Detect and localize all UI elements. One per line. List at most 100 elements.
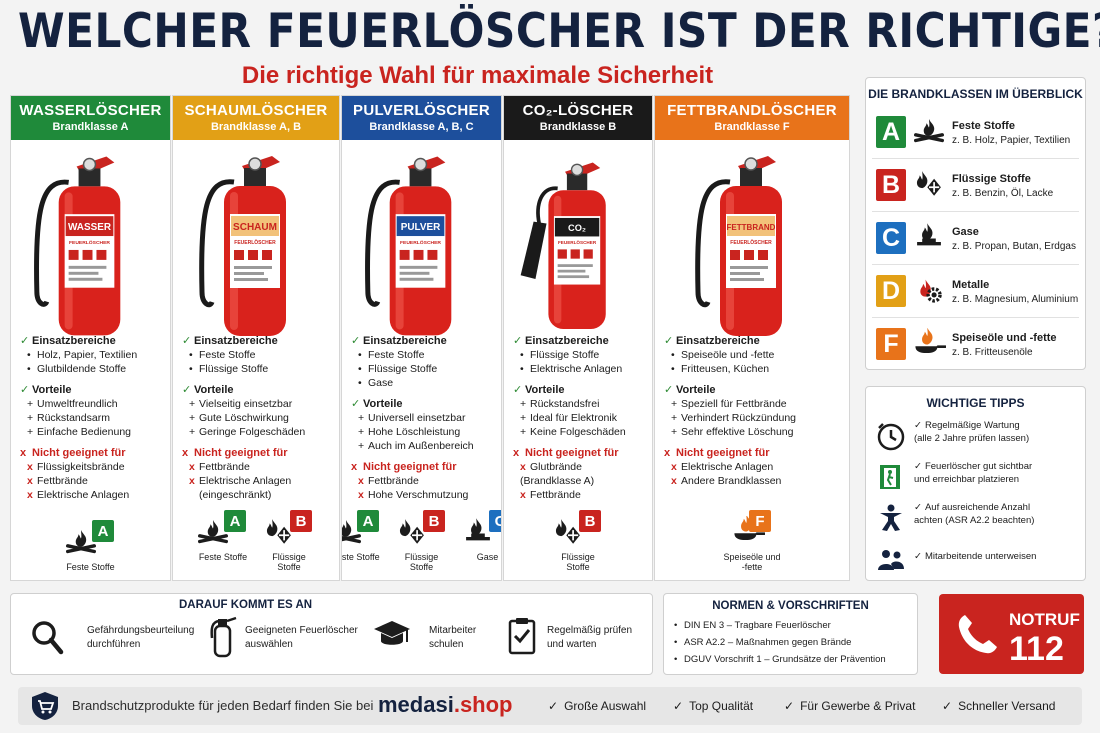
card-body: ✓ Einsatzbereiche • Flüssige Stoffe • Elektr… bbox=[513, 334, 646, 502]
vorteile-item: + Ideal für Elektronik bbox=[520, 412, 617, 424]
card-header: SCHAUMLÖSCHER Brandklasse A, B bbox=[173, 96, 339, 140]
normen-item-2: • ASR A2.2 – Maßnahmen gegen Brände bbox=[674, 637, 852, 648]
vorteile-heading: ✓ Vorteile bbox=[182, 384, 234, 396]
brandklasse-row-c: C Gase z. B. Propan, Butan, Erdgas bbox=[872, 212, 1079, 265]
nicht-item: x Glutbrände (Brandklasse A) bbox=[520, 461, 595, 487]
tipp-line1: Auf ausreichende Anzahl bbox=[924, 502, 1031, 513]
vorteile-item: + Auch im Außenbereich bbox=[358, 440, 474, 452]
svg-text:FEUERLÖSCHER: FEUERLÖSCHER bbox=[234, 239, 276, 246]
card-pulver: PULVERLÖSCHER Brandklasse A, B, C PULVER… bbox=[341, 95, 502, 581]
svg-text:WASSER: WASSER bbox=[68, 222, 111, 233]
svg-text:B: B bbox=[296, 513, 307, 530]
clipboard-check-icon bbox=[508, 618, 536, 655]
vorteile-item: + Umweltfreundlich bbox=[27, 398, 118, 410]
darauf-text-2b: auswählen bbox=[245, 639, 293, 650]
nicht-item: (eingeschränkt) bbox=[199, 489, 272, 501]
card-co2: CO₂-LÖSCHER Brandklasse B CO₂ FEUERLÖSCH… bbox=[503, 95, 653, 581]
darauf-title: DARAUF KOMMT ES AN bbox=[179, 599, 313, 611]
einsatz-heading: ✓ Einsatzbereiche bbox=[664, 335, 760, 347]
einsatz-item: • Feste Stoffe bbox=[189, 349, 256, 361]
tipp-line1: Feuerlöscher gut sichtbar bbox=[924, 461, 1033, 472]
tipp-line1: Mitarbeitende unterweisen bbox=[924, 551, 1037, 562]
darauf-text-3a: Mitarbeiter bbox=[429, 625, 477, 636]
vorteile-item: + Sehr effektive Löschung bbox=[671, 426, 794, 438]
tipp-item: ✓ Mitarbeitende unterweisen bbox=[874, 538, 1079, 582]
fire-liquid-icon bbox=[262, 518, 296, 548]
extinguisher-illustration: SCHAUM FEUERLÖSCHER bbox=[173, 142, 339, 427]
tipp-line2: und erreichbar platzieren bbox=[914, 474, 1020, 485]
card-footer: A Feste Stoffe bbox=[11, 520, 170, 572]
brandklasse-label: Flüssige Stoffe bbox=[404, 552, 439, 572]
card-wasser: WASSERLÖSCHER Brandklasse A WASSER FEUER… bbox=[10, 95, 171, 581]
svg-text:B: B bbox=[428, 513, 439, 530]
vorteile-item: + Verhindert Rückzündung bbox=[671, 412, 796, 424]
brandklasse-letter: F bbox=[749, 510, 771, 536]
brandklasse-letter: A bbox=[876, 116, 906, 148]
brandklasse-label: Feste Stoffe bbox=[341, 552, 380, 562]
svg-text:A: A bbox=[230, 513, 241, 530]
brandklasse-letter: C bbox=[876, 222, 906, 254]
extinguisher-icon bbox=[210, 616, 237, 658]
vorteile-item: + Geringe Folgeschäden bbox=[189, 426, 306, 438]
darauf-text-1b: durchführen bbox=[87, 639, 141, 650]
einsatz-item: • Elektrische Anlagen bbox=[520, 363, 623, 375]
einsatz-heading: ✓ Einsatzbereiche bbox=[351, 335, 447, 347]
brandklasse-a-badge: A Feste Stoffe bbox=[62, 520, 120, 572]
einsatz-heading: ✓ Einsatzbereiche bbox=[182, 335, 278, 347]
magnifier-icon bbox=[32, 621, 64, 655]
footer-text: Brandschutzprodukte für jeden Bedarf fin… bbox=[72, 698, 374, 713]
brandklasse-letter: D bbox=[876, 275, 906, 307]
card-footer: A Feste Stoffe B Flüssige Stoffe C Gase bbox=[342, 510, 501, 572]
brandklasse-letter: A bbox=[224, 510, 246, 536]
brandklasse-letter: B bbox=[422, 510, 445, 536]
brandklasse-b-badge: B Flüssige Stoffe bbox=[260, 510, 318, 572]
nicht-item: x Hohe Verschmutzung bbox=[358, 489, 469, 501]
nicht-geeignet-heading: x Nicht geeignet für bbox=[20, 447, 126, 459]
extinguisher-illustration: WASSER FEUERLÖSCHER bbox=[11, 142, 170, 427]
notruf-number: 112 bbox=[1009, 630, 1064, 668]
brandklasse-a-badge: A Feste Stoffe bbox=[194, 510, 252, 572]
nicht-geeignet-heading: x Nicht geeignet für bbox=[513, 447, 619, 459]
darauf-item-analysis: Gefährdungsbeurteilung durchführen bbox=[29, 618, 209, 668]
card-schaum: SCHAUMLÖSCHER Brandklasse A, B SCHAUM FE… bbox=[172, 95, 340, 581]
extinguisher-illustration: CO₂ FEUERLÖSCHER bbox=[504, 142, 652, 427]
brandklasse-letter: B bbox=[290, 510, 312, 536]
footer-brand[interactable]: medasi.shop bbox=[378, 692, 513, 717]
tipp-item: ✓ Feuerlöscher gut sichtbar und erreichba… bbox=[874, 456, 1079, 500]
einsatz-item: • Flüssige Stoffe bbox=[358, 363, 438, 375]
svg-text:FETTBRAND: FETTBRAND bbox=[727, 223, 776, 232]
svg-text:F: F bbox=[755, 513, 764, 530]
exit-door-icon bbox=[876, 462, 906, 497]
vorteile-heading: ✓ Vorteile bbox=[20, 384, 72, 396]
fire-liquid-icon bbox=[395, 518, 429, 548]
shopping-cart-icon bbox=[32, 692, 58, 720]
vorteile-item: + Speziell für Fettbrände bbox=[671, 398, 787, 410]
card-subtitle: Brandklasse A, B bbox=[210, 121, 302, 133]
brandklasse-b-badge: B Flüssige Stoffe bbox=[393, 510, 451, 572]
fire-pan-icon bbox=[731, 516, 765, 546]
brandklasse-label: Flüssige Stoffe bbox=[272, 552, 306, 572]
normen-item-1: • DIN EN 3 – Tragbare Feuerlöscher bbox=[674, 620, 831, 631]
nicht-item: x Elektrische Anlagen bbox=[27, 489, 130, 501]
svg-text:A: A bbox=[362, 513, 373, 530]
extinguisher-illustration: FETTBRAND FEUERLÖSCHER bbox=[655, 142, 849, 427]
brandklasse-example: z. B. Fritteusenöle bbox=[952, 347, 1033, 358]
einsatz-heading: ✓ Einsatzbereiche bbox=[513, 335, 609, 347]
brandklasse-label: Gase bbox=[476, 552, 499, 562]
brandklasse-letter: B bbox=[579, 510, 601, 536]
brandklasse-row-d: D Metalle z. B. Magnesium, Aluminium bbox=[872, 265, 1079, 318]
card-body: ✓ Einsatzbereiche • Speiseöle und -fette • F… bbox=[664, 334, 843, 488]
vorteile-item: + Keine Folgeschäden bbox=[520, 426, 626, 438]
normen-item-3: • DGUV Vorschrift 1 – Grundsätze der Präv… bbox=[674, 654, 886, 665]
notruf-box: NOTRUF 112 bbox=[939, 594, 1084, 674]
einsatz-item: • Speiseöle und -fette bbox=[671, 349, 775, 361]
page-title: WELCHER FEUERLÖSCHER IST DER RICHTIGE? bbox=[18, 4, 1100, 59]
brandklasse-letter: F bbox=[876, 328, 906, 360]
tipps-panel: WICHTIGE TIPPS ✓ Regelmäßige Wartung (all… bbox=[865, 386, 1086, 581]
vorteile-item: + Universell einsetzbar bbox=[358, 412, 466, 424]
card-subtitle: Brandklasse A, B, C bbox=[369, 121, 474, 133]
fire-pan-icon bbox=[912, 327, 947, 361]
fire-wood-icon bbox=[196, 518, 230, 548]
brandklasse-example: z. B. Magnesium, Aluminium bbox=[952, 294, 1079, 305]
card-header: FETTBRANDLÖSCHER Brandklasse F bbox=[655, 96, 849, 140]
